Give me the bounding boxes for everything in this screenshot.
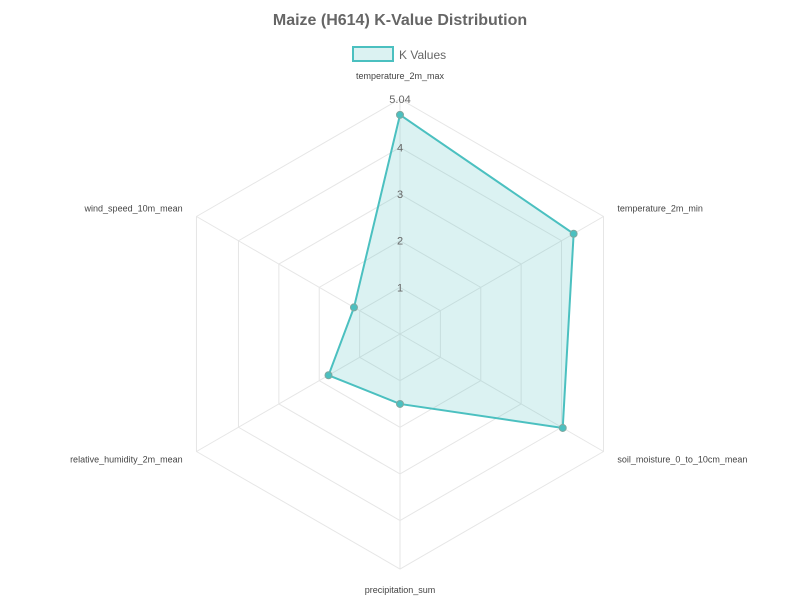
axis-label: temperature_2m_max	[356, 71, 445, 81]
series-layer	[325, 111, 577, 431]
axis-label: temperature_2m_min	[617, 204, 703, 214]
tick-label: 1	[397, 282, 403, 294]
legend[interactable]: K Values	[353, 47, 446, 62]
tick-label: 5.04	[389, 94, 410, 106]
series-area	[329, 115, 574, 428]
data-point[interactable]	[397, 400, 404, 407]
data-point[interactable]	[559, 424, 566, 431]
axis-label: relative_humidity_2m_mean	[70, 455, 183, 465]
tick-label: 3	[397, 189, 403, 201]
data-point[interactable]	[570, 230, 577, 237]
legend-label: K Values	[399, 48, 446, 62]
data-point[interactable]	[397, 111, 404, 118]
axis-label: precipitation_sum	[365, 585, 436, 595]
data-point[interactable]	[325, 372, 332, 379]
tick-label: 2	[397, 236, 403, 248]
axis-label: wind_speed_10m_mean	[84, 204, 183, 214]
chart-title: Maize (H614) K-Value Distribution	[273, 12, 527, 29]
axis-label: soil_moisture_0_to_10cm_mean	[617, 455, 747, 465]
tick-label: 4	[397, 142, 403, 154]
data-point[interactable]	[350, 304, 357, 311]
legend-swatch	[353, 47, 393, 61]
